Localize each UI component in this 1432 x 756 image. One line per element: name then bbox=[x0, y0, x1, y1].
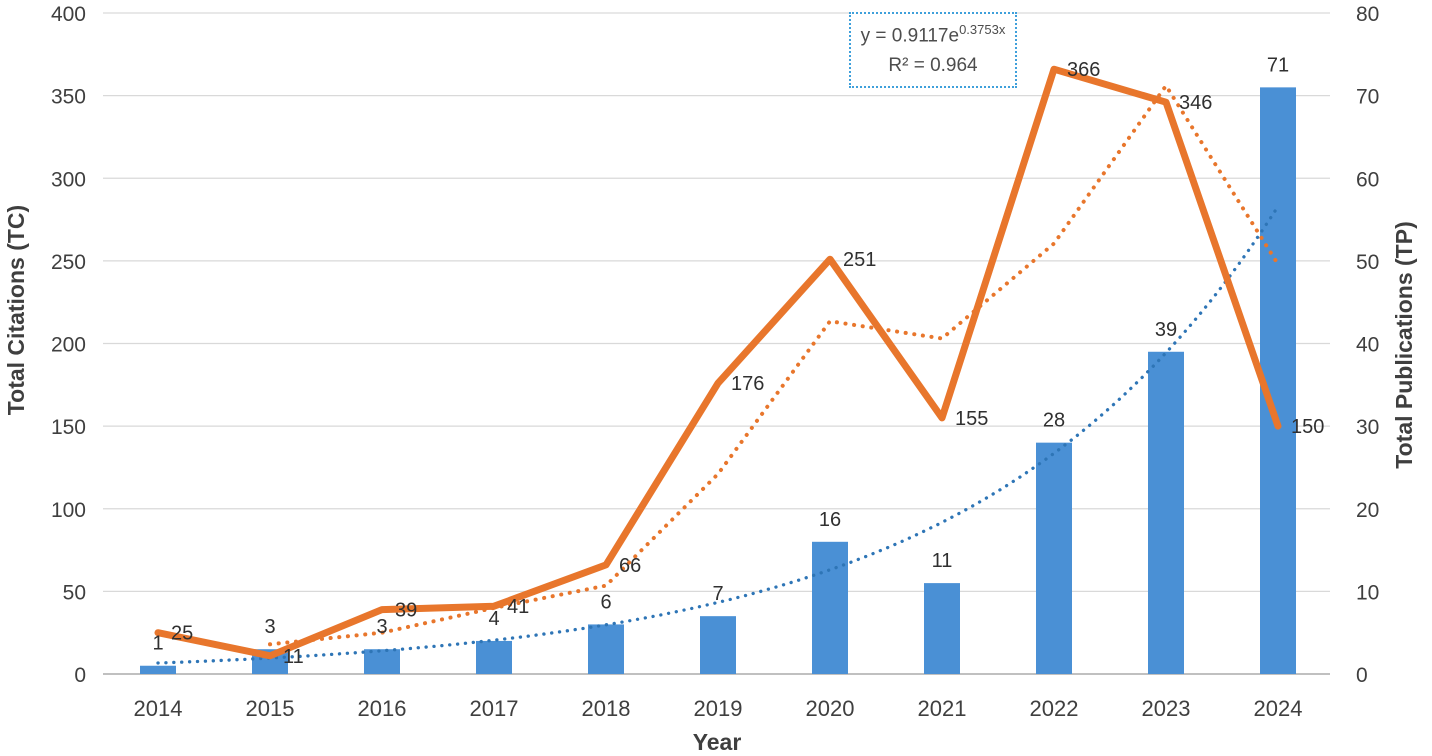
trendline-equation: y = 0.9117e0.3753x bbox=[860, 21, 1006, 47]
bar-label: 3 bbox=[264, 616, 275, 638]
y-right-tick-label: 70 bbox=[1356, 86, 1379, 109]
x-tick-label: 2020 bbox=[806, 696, 855, 721]
bar-label: 28 bbox=[1043, 410, 1065, 432]
x-axis-title: Year bbox=[693, 729, 742, 755]
tc-point-label: 366 bbox=[1067, 59, 1100, 81]
bar bbox=[700, 616, 736, 674]
tc-point-label: 11 bbox=[283, 646, 304, 668]
bar bbox=[1036, 442, 1072, 674]
y-right-tick-label: 40 bbox=[1356, 334, 1379, 357]
tc-point-label: 39 bbox=[395, 600, 417, 622]
x-tick-label: 2014 bbox=[134, 696, 183, 721]
x-tick-label: 2019 bbox=[694, 696, 743, 721]
bar-label: 11 bbox=[932, 550, 953, 572]
tc-point-label: 66 bbox=[619, 555, 641, 577]
bar-label: 4 bbox=[488, 608, 499, 630]
y-right-tick-label: 10 bbox=[1356, 581, 1379, 604]
ma-trendline bbox=[268, 83, 1280, 647]
bar bbox=[364, 649, 400, 674]
tc-point-label: 25 bbox=[171, 623, 193, 645]
y-left-tick-label: 150 bbox=[51, 416, 86, 439]
bar-label: 39 bbox=[1155, 319, 1177, 341]
y-left-tick-label: 0 bbox=[74, 664, 86, 687]
tc-line bbox=[154, 65, 1282, 660]
y-left-tick-label: 100 bbox=[51, 499, 86, 522]
x-tick-label: 2015 bbox=[246, 696, 295, 721]
bar bbox=[1260, 87, 1296, 675]
y-left-tick-label: 300 bbox=[51, 168, 86, 191]
x-tick-label: 2021 bbox=[918, 696, 967, 721]
y-left-tick-label: 350 bbox=[51, 86, 86, 109]
trendline-equation-box: y = 0.9117e0.3753x R² = 0.964 bbox=[849, 12, 1017, 88]
right-axis-title: Total Publications (TP) bbox=[1391, 221, 1417, 468]
tc-point-label: 155 bbox=[955, 408, 988, 430]
bar-label: 7 bbox=[712, 583, 723, 605]
tc-point-label: 150 bbox=[1291, 416, 1324, 438]
bar-label: 6 bbox=[600, 591, 611, 613]
y-right-tick-label: 60 bbox=[1356, 168, 1379, 191]
tc-point-label: 346 bbox=[1179, 92, 1212, 114]
y-right-tick-label: 80 bbox=[1356, 3, 1379, 26]
bar-label: 71 bbox=[1267, 54, 1289, 76]
x-tick-label: 2017 bbox=[470, 696, 519, 721]
left-axis-title: Total Citations (TC) bbox=[3, 205, 29, 415]
tc-point-label: 41 bbox=[507, 596, 529, 618]
bar bbox=[812, 541, 848, 674]
bar bbox=[140, 665, 176, 674]
x-tick-label: 2024 bbox=[1254, 696, 1303, 721]
bar-label: 3 bbox=[376, 616, 387, 638]
bar bbox=[588, 624, 624, 674]
y-left-tick-label: 200 bbox=[51, 334, 86, 357]
x-tick-label: 2016 bbox=[358, 696, 407, 721]
bar-label: 1 bbox=[152, 633, 163, 655]
x-tick-label: 2018 bbox=[582, 696, 631, 721]
y-right-tick-label: 30 bbox=[1356, 416, 1379, 439]
y-left-tick-label: 250 bbox=[51, 251, 86, 274]
x-tick-label: 2022 bbox=[1030, 696, 1079, 721]
y-right-tick-label: 50 bbox=[1356, 251, 1379, 274]
r-squared-value: R² = 0.964 bbox=[888, 54, 978, 76]
y-left-tick-label: 50 bbox=[63, 581, 86, 604]
bar bbox=[476, 640, 512, 674]
bar bbox=[924, 583, 960, 674]
tc-point-label: 176 bbox=[731, 373, 764, 395]
y-right-tick-label: 20 bbox=[1356, 499, 1379, 522]
y-right-tick-label: 0 bbox=[1356, 664, 1368, 687]
bar-label: 16 bbox=[819, 509, 841, 531]
tc-point-label: 251 bbox=[843, 249, 876, 271]
x-tick-label: 2023 bbox=[1142, 696, 1191, 721]
y-left-tick-label: 400 bbox=[51, 3, 86, 26]
bar bbox=[1148, 351, 1184, 674]
